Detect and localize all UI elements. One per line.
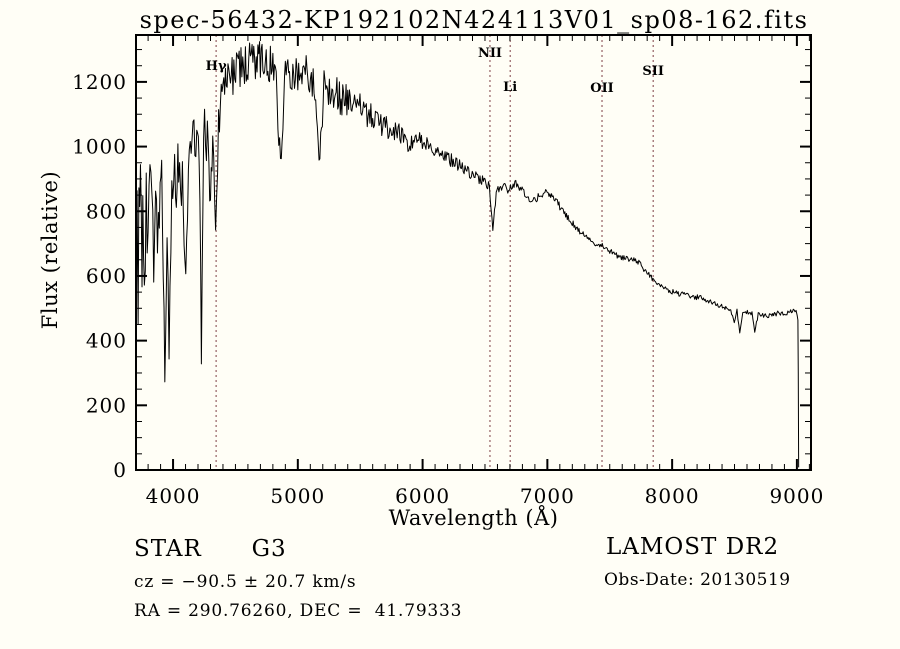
object-class-label: STAR G3 (134, 536, 287, 562)
y-tick-label: 400 (86, 329, 127, 353)
radial-velocity-label: cz = −90.5 ± 20.7 km/s (134, 572, 357, 592)
x-tick-label: 8000 (645, 484, 700, 508)
y-tick-label: 1200 (72, 70, 127, 94)
spectral-line-label-NII: NII (478, 46, 502, 61)
spectral-line-label-Hγ: Hγ (206, 59, 227, 74)
x-tick-label: 4000 (146, 484, 201, 508)
y-tick-label: 600 (86, 264, 127, 288)
x-tick-label: 6000 (395, 484, 450, 508)
x-axis-label: Wavelength (Å) (388, 506, 559, 530)
survey-release-label: LAMOST DR2 (606, 534, 780, 560)
ra-dec-label: RA = 290.76260, DEC = 41.79333 (134, 601, 463, 621)
spectrum-curve (135, 41, 800, 468)
spectral-line-label-Li: Li (503, 80, 517, 95)
plot-frame (135, 34, 812, 471)
y-tick-label: 200 (86, 393, 127, 417)
x-tick-label: 9000 (769, 484, 824, 508)
x-tick-label: 5000 (270, 484, 325, 508)
x-tick-label: 7000 (520, 484, 575, 508)
y-axis-label: Flux (relative) (38, 170, 62, 330)
y-tick-label: 0 (113, 458, 127, 482)
spectral-line-label-SII: SII (642, 64, 664, 79)
y-tick-label: 800 (86, 199, 127, 223)
figure-title: spec-56432-KP192102N424113V01_sp08-162.f… (139, 6, 809, 34)
y-tick-label: 1000 (72, 135, 127, 159)
obs-date-label: Obs-Date: 20130519 (604, 570, 791, 590)
spectral-line-label-OII: OII (590, 81, 614, 96)
